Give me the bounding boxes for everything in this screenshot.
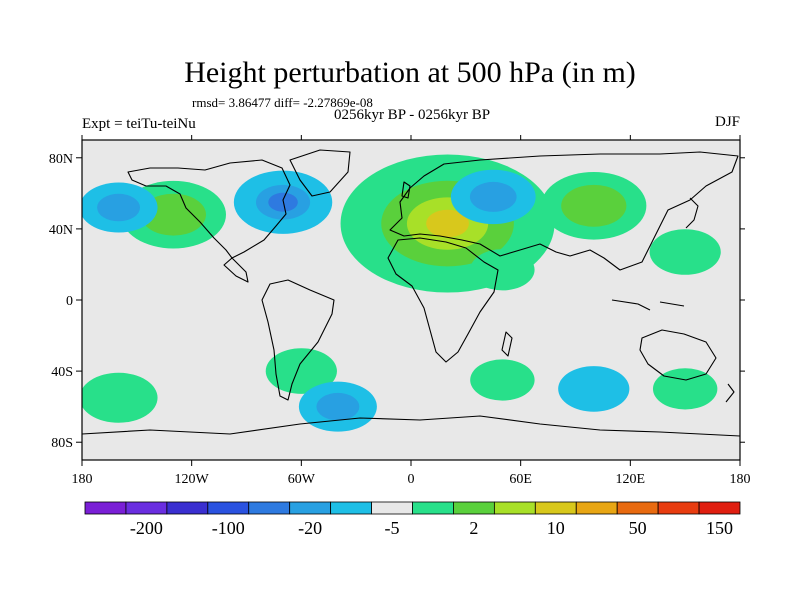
colorbar-box-1 bbox=[125, 501, 168, 515]
anomaly-contour-ural-low-1 bbox=[469, 181, 517, 212]
y-tick-label-0: 80N bbox=[49, 152, 73, 167]
colorbar-box-9 bbox=[453, 501, 495, 515]
south-america-outline bbox=[261, 279, 335, 401]
colorbar-label-1: -100 bbox=[212, 518, 245, 538]
x-tick-label-3: 0 bbox=[408, 472, 415, 487]
x-tick-label-6: 180 bbox=[730, 472, 751, 487]
colorbar-label-3: -5 bbox=[385, 518, 400, 538]
colorbar-box-4 bbox=[248, 501, 291, 515]
subtitle-center: 0256kyr BP - 0256kyr BP bbox=[334, 107, 490, 123]
anomaly-contour-europe-high-3 bbox=[426, 209, 469, 238]
anomaly-field bbox=[82, 154, 721, 432]
y-tick-label-3: 40S bbox=[51, 365, 73, 380]
colorbar-box-15 bbox=[698, 501, 741, 515]
antarctica-outline bbox=[82, 415, 740, 437]
australia-outline bbox=[639, 329, 717, 381]
colorbar-box-13 bbox=[616, 501, 659, 515]
indonesia-outline bbox=[611, 299, 685, 311]
y-tick-label-1: 40N bbox=[49, 223, 73, 238]
colorbar-box-3 bbox=[207, 501, 250, 515]
colorbar-box-0 bbox=[84, 501, 127, 515]
japan-outline bbox=[685, 197, 699, 229]
chart-title: Height perturbation at 500 hPa (in m) bbox=[184, 56, 636, 89]
colorbar-label-5: 10 bbox=[547, 518, 565, 538]
y-tick-label-2: 0 bbox=[66, 294, 73, 309]
colorbar-label-6: 50 bbox=[629, 518, 647, 538]
anomaly-contour-s-pacific-high-0 bbox=[82, 372, 158, 423]
x-tick-label-5: 120E bbox=[616, 472, 646, 487]
colorbar-label-4: 2 bbox=[469, 518, 478, 538]
colorbar-box-12 bbox=[575, 501, 618, 515]
x-tick-label-1: 120W bbox=[175, 472, 210, 487]
right-label: DJF bbox=[715, 114, 740, 130]
left-label: Expt = teiTu-teiNu bbox=[82, 116, 196, 132]
anomaly-contour-s-atlantic-low-1 bbox=[316, 392, 360, 421]
stats-text: rmsd= 3.86477 diff= -2.27869e-08 bbox=[192, 95, 373, 110]
eurasia-outline bbox=[389, 151, 739, 271]
anomaly-contour-siberia-high-1 bbox=[561, 184, 627, 227]
anomaly-contour-tasman-high-0 bbox=[652, 368, 718, 410]
new-zealand-outline bbox=[725, 383, 735, 403]
uk-outline bbox=[401, 181, 411, 199]
north-america-outline bbox=[127, 159, 291, 283]
anomaly-contour-s-indian-low-0 bbox=[558, 366, 630, 412]
colorbar-box-2 bbox=[166, 501, 209, 515]
axis-ticks: 180 120W 60W 0 60E 120E 180 80N 40N 0 40S 80S bbox=[49, 135, 751, 487]
greenland-outline bbox=[289, 149, 351, 197]
anomaly-contour-w-pacific-high-0 bbox=[649, 229, 721, 275]
colorbar-label-7: 150 bbox=[706, 518, 733, 538]
colorbar-label-2: -20 bbox=[298, 518, 322, 538]
madagascar-outline bbox=[501, 331, 513, 357]
anomaly-contour-s-indian-high-0 bbox=[470, 359, 535, 401]
x-tick-label-4: 60E bbox=[509, 472, 532, 487]
colorbar-box-14 bbox=[657, 501, 700, 515]
x-tick-label-0: 180 bbox=[72, 472, 93, 487]
colorbar-label-0: -200 bbox=[130, 518, 163, 538]
colorbar-box-11 bbox=[534, 501, 577, 515]
colorbar-box-7 bbox=[371, 501, 413, 515]
anomaly-contour-s-america-high-0 bbox=[265, 348, 337, 394]
colorbar-box-8 bbox=[412, 501, 454, 515]
anomaly-contour-aleutian-low-1 bbox=[97, 193, 141, 222]
anomaly-contour-arabia-high-0 bbox=[470, 249, 535, 291]
x-tick-label-2: 60W bbox=[288, 472, 316, 487]
colorbar-box-10 bbox=[493, 501, 536, 515]
africa-outline bbox=[387, 237, 499, 363]
y-tick-label-4: 80S bbox=[51, 436, 73, 451]
coastlines bbox=[82, 149, 740, 437]
colorbar-box-5 bbox=[289, 501, 332, 515]
colorbar-box-6 bbox=[330, 501, 372, 515]
colorbar: -200 -100 -20 -5 2 10 50 150 bbox=[84, 501, 741, 538]
